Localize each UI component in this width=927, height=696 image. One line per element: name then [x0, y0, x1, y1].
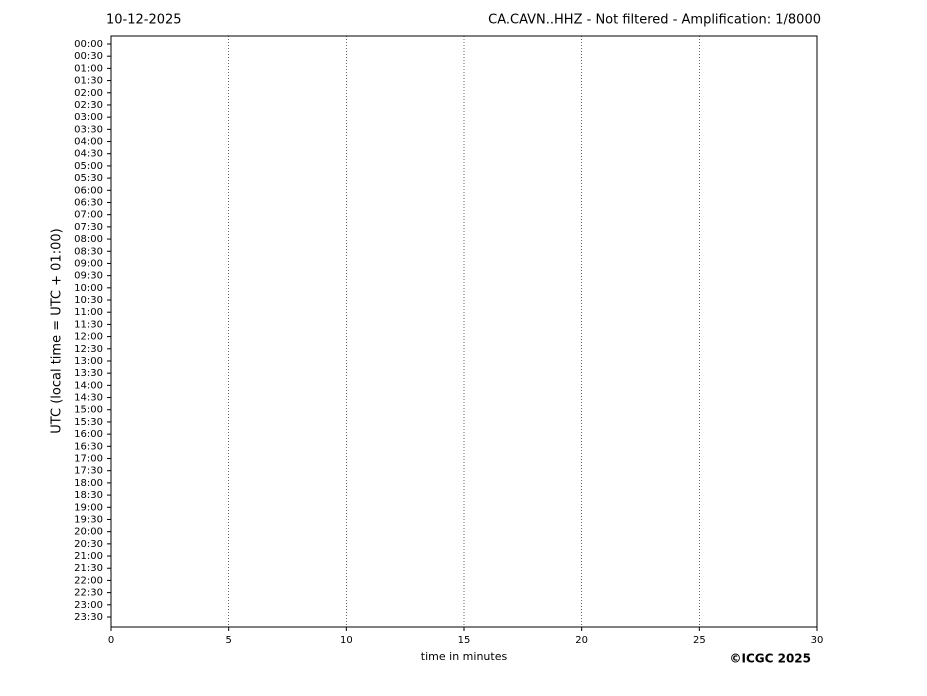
- y-tick-label: 12:30: [74, 344, 103, 355]
- y-tick-label: 22:00: [74, 575, 103, 586]
- y-tick-label: 23:00: [74, 600, 103, 611]
- x-tick-label: 10: [340, 635, 353, 646]
- y-tick-label: 22:30: [74, 588, 103, 599]
- y-tick-label: 03:00: [74, 112, 103, 123]
- y-tick-label: 00:00: [74, 39, 103, 50]
- y-tick-label: 18:30: [74, 490, 103, 501]
- y-tick-label: 08:00: [74, 234, 103, 245]
- y-tick-label: 14:30: [74, 393, 103, 404]
- y-tick-label: 09:30: [74, 271, 103, 282]
- y-tick-label: 20:00: [74, 527, 103, 538]
- y-tick-label: 04:30: [74, 149, 103, 160]
- date: 10-12-2025: [106, 13, 182, 28]
- y-tick-label: 21:00: [74, 551, 103, 562]
- y-tick-label: 17:30: [74, 466, 103, 477]
- y-tick-label: 20:30: [74, 539, 103, 550]
- y-tick-label: 23:30: [74, 612, 103, 623]
- credit: ©ICGC 2025: [729, 652, 811, 666]
- y-tick-label: 05:00: [74, 161, 103, 172]
- y-tick-label: 13:30: [74, 368, 103, 379]
- y-tick-label: 19:30: [74, 514, 103, 525]
- y-tick-label: 06:30: [74, 197, 103, 208]
- y-tick-label: 16:00: [74, 429, 103, 440]
- y-tick-label: 13:00: [74, 356, 103, 367]
- y-tick-label: 15:00: [74, 405, 103, 416]
- y-axis-label: UTC (local time = UTC + 01:00): [50, 228, 65, 433]
- x-tick-label: 30: [811, 635, 824, 646]
- y-tick-label: 05:30: [74, 173, 103, 184]
- y-tick-label: 17:00: [74, 454, 103, 465]
- y-tick-label: 07:00: [74, 210, 103, 221]
- y-tick-label: 01:00: [74, 63, 103, 74]
- y-tick-label: 15:30: [74, 417, 103, 428]
- y-tick-label: 06:00: [74, 185, 103, 196]
- chart-title: CA.CAVN..HHZ - Not filtered - Amplificat…: [488, 13, 821, 28]
- x-tick-label: 0: [108, 635, 114, 646]
- x-tick-label: 5: [225, 635, 231, 646]
- y-tick-label: 09:00: [74, 258, 103, 269]
- y-tick-label: 10:00: [74, 283, 103, 294]
- y-tick-label: 04:00: [74, 137, 103, 148]
- x-tick-label: 20: [575, 635, 588, 646]
- y-tick-label: 12:00: [74, 332, 103, 343]
- y-tick-label: 16:30: [74, 441, 103, 452]
- y-tick-label: 08:30: [74, 246, 103, 257]
- x-axis-label: time in minutes: [421, 650, 508, 663]
- y-tick-label: 01:30: [74, 76, 103, 87]
- y-tick-label: 00:30: [74, 51, 103, 62]
- y-tick-label: 07:30: [74, 222, 103, 233]
- y-tick-label: 10:30: [74, 295, 103, 306]
- y-tick-label: 14:00: [74, 380, 103, 391]
- y-tick-label: 03:30: [74, 124, 103, 135]
- x-tick-label: 15: [458, 635, 471, 646]
- y-tick-label: 02:00: [74, 88, 103, 99]
- y-tick-label: 02:30: [74, 100, 103, 111]
- y-tick-label: 18:00: [74, 478, 103, 489]
- y-tick-label: 21:30: [74, 563, 103, 574]
- y-tick-label: 11:30: [74, 319, 103, 330]
- y-tick-label: 11:00: [74, 307, 103, 318]
- plot-frame: [110, 35, 818, 628]
- x-tick-label: 25: [693, 635, 706, 646]
- y-tick-label: 19:00: [74, 502, 103, 513]
